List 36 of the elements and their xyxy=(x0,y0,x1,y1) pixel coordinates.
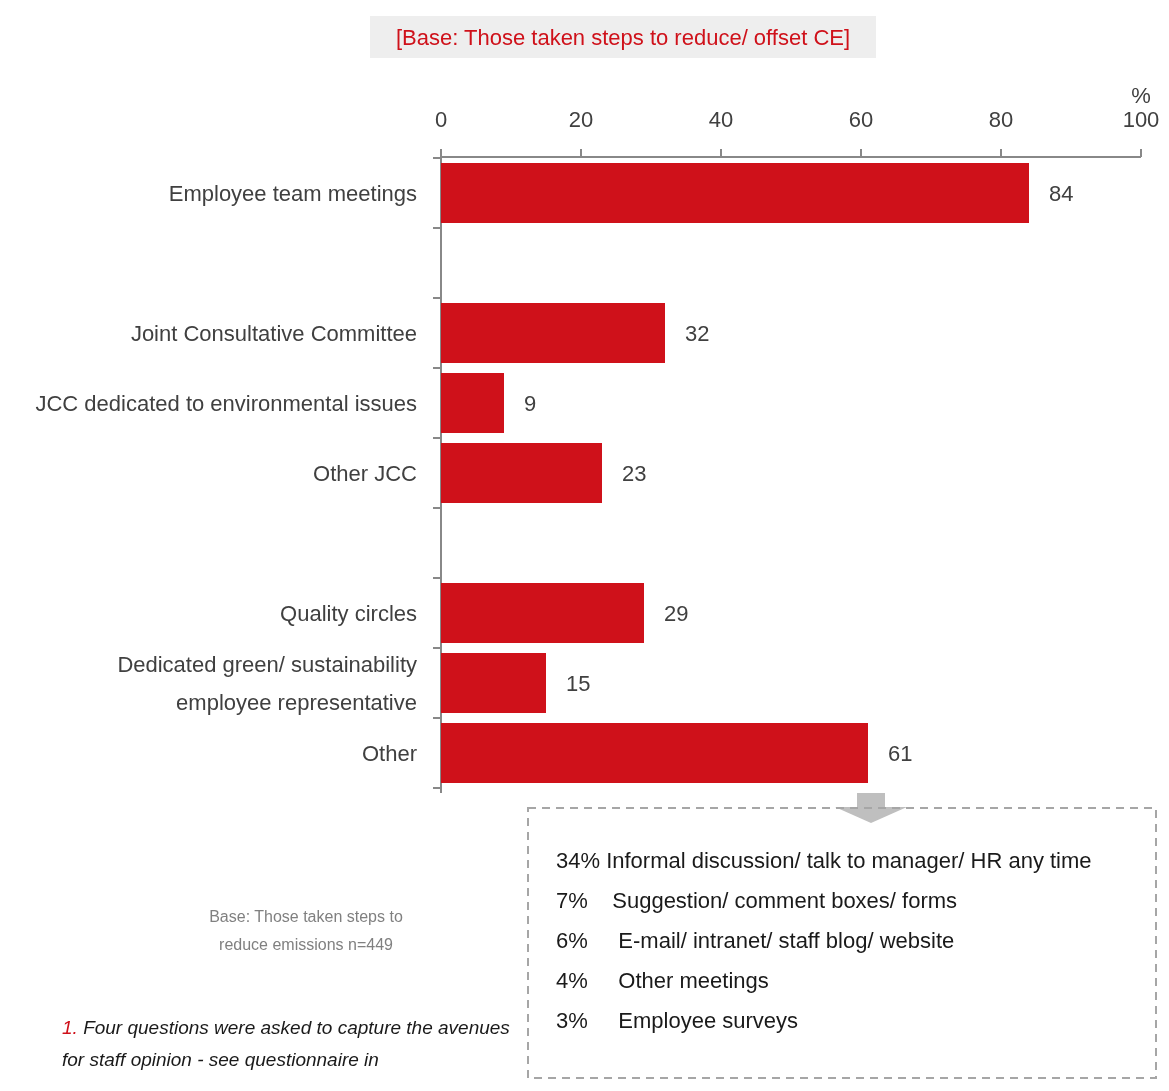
text: 7% Suggestion/ comment boxes/ forms xyxy=(556,888,958,913)
x-tick-label: 80 xyxy=(988,107,1014,132)
x-axis-title: % xyxy=(1131,83,1151,108)
bar xyxy=(441,163,1029,223)
y-tick-label: Other JCC xyxy=(313,461,418,486)
y-tick-label: Joint Consultative Committee xyxy=(130,321,417,346)
bar xyxy=(441,303,665,363)
y-tick-label: Other xyxy=(361,741,417,766)
data-label: 29 xyxy=(664,601,689,626)
text: 6% E-mail/ intranet/ staff blog/ website xyxy=(556,928,955,953)
bar xyxy=(441,443,602,503)
x-tick-label: 20 xyxy=(568,107,594,132)
y-tick-label: Employee team meetings xyxy=(168,181,417,206)
x-tick-label: 0 xyxy=(434,107,448,132)
text: 4% Other meetings xyxy=(556,968,769,993)
bar xyxy=(441,723,868,783)
data-label: 84 xyxy=(1049,181,1074,206)
data-label: 15 xyxy=(566,671,591,696)
data-label: 9 xyxy=(524,391,537,416)
data-label: 23 xyxy=(622,461,647,486)
bar xyxy=(441,653,546,713)
data-label: 32 xyxy=(685,321,710,346)
y-tick-label: Quality circles xyxy=(280,601,417,626)
y-tick-label: Dedicated green/ sustainability employee representative xyxy=(117,652,417,715)
text: Base: Those taken steps to reduce emissions n=449 xyxy=(209,908,403,953)
chart-title: [Base: Those taken steps to reduce/ offset CE] xyxy=(395,25,851,50)
text: 3% Employee surveys xyxy=(556,1008,799,1033)
bar xyxy=(441,373,504,433)
data-label: 61 xyxy=(888,741,913,766)
x-tick-label: 40 xyxy=(708,107,734,132)
text: 34% Informal discussion/ talk to manager/ HR any time xyxy=(556,848,1092,873)
x-tick-label: 60 xyxy=(848,107,874,132)
text: 1. Four questions were asked to capture the avenues for staff opinion - see questionnaire in xyxy=(62,1017,511,1070)
y-tick-label: JCC dedicated to environmental issues xyxy=(35,391,417,416)
x-tick-label: 100 xyxy=(1122,107,1160,132)
bar xyxy=(441,583,644,643)
